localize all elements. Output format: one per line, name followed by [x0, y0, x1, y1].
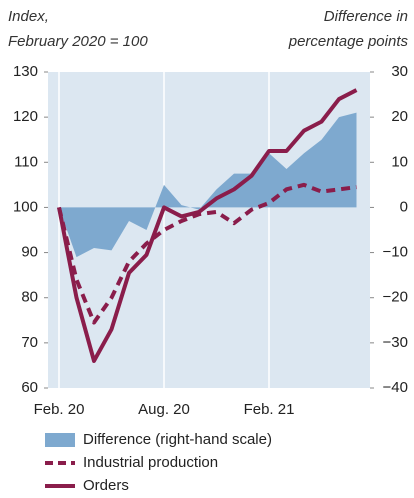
- y2-axis-label: percentage points: [288, 33, 409, 50]
- orders-line: [57, 88, 358, 363]
- y2-tick-label: 0: [400, 198, 408, 215]
- y-tick-label: 100: [13, 198, 38, 215]
- y2-tick-label: 10: [391, 153, 408, 170]
- difference-area: [59, 112, 357, 258]
- y2-tick-label: −10: [383, 244, 408, 261]
- y-tick-label: 90: [21, 244, 38, 261]
- y-tick-label: 60: [21, 379, 38, 396]
- y-tick-label: 120: [13, 108, 38, 125]
- y2-axis-label: Difference in: [324, 8, 408, 25]
- y-axis-label: Index,: [8, 8, 49, 25]
- legend-label: Difference (right-hand scale): [83, 431, 272, 448]
- y2-tick-label: 20: [391, 108, 408, 125]
- y-tick-label: 110: [14, 153, 38, 170]
- y2-tick-label: −40: [383, 379, 408, 396]
- y-tick-label: 130: [13, 63, 38, 80]
- y-axis-label: February 2020 = 100: [8, 33, 148, 50]
- y2-tick-label: 30: [391, 63, 408, 80]
- y2-tick-label: −20: [383, 289, 408, 306]
- y-tick-label: 70: [21, 334, 38, 351]
- x-tick-label: Feb. 21: [244, 401, 295, 418]
- legend-label: Industrial production: [83, 454, 218, 471]
- x-tick-label: Aug. 20: [138, 401, 190, 418]
- industrial-line: [57, 182, 357, 325]
- legend-swatch: [45, 433, 75, 447]
- x-tick-label: Feb. 20: [34, 401, 85, 418]
- y-tick-label: 80: [21, 289, 38, 306]
- legend-label: Orders: [83, 477, 129, 494]
- y2-tick-label: −30: [383, 334, 408, 351]
